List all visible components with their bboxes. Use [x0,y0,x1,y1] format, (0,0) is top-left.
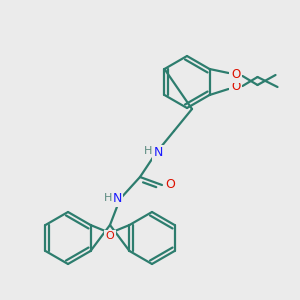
Text: H: H [144,146,152,156]
Text: O: O [106,231,114,241]
Text: O: O [231,68,240,82]
Text: N: N [112,193,122,206]
Text: H: H [104,193,112,203]
Text: N: N [153,146,163,160]
Text: O: O [165,178,175,191]
Text: O: O [231,80,240,94]
